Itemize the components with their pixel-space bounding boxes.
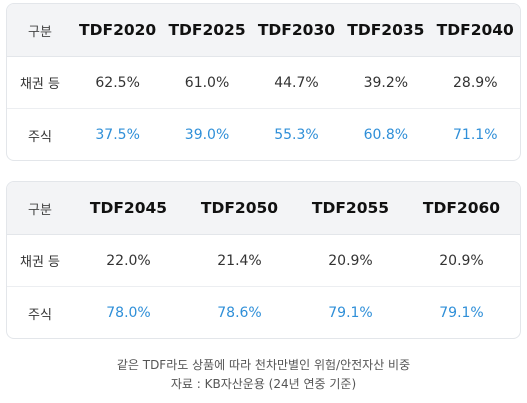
caption-line-1: 같은 TDF라도 상품에 따라 천차만별인 위험/안전자산 비중: [116, 358, 411, 372]
table-cell: 62.5%: [95, 74, 140, 91]
allocation-table-2: 구분 TDF2045 TDF2050 TDF2055 TDF2060 채권 등 …: [6, 181, 521, 339]
table-cell: 79.1%: [328, 305, 373, 321]
allocation-table-1: 구분 TDF2020 TDF2025 TDF2030 TDF2035 TDF20…: [6, 3, 521, 161]
column-header: TDF2055: [311, 199, 390, 217]
table-cell: 60.8%: [363, 127, 409, 143]
row-label: 주식: [28, 307, 52, 323]
table-cell: 55.3%: [274, 127, 319, 143]
table-cell: 22.0%: [106, 252, 151, 269]
table-cell: 20.9%: [328, 252, 373, 269]
column-header: TDF2025: [168, 21, 246, 39]
table-cell: 28.9%: [453, 74, 498, 91]
table-cell: 61.0%: [184, 74, 230, 91]
header-label: 구분: [28, 24, 52, 40]
table-row-stocks: 주식 78.0% 78.6% 79.1% 79.1%: [7, 287, 520, 338]
column-header: TDF2020: [79, 21, 157, 39]
table-row-bonds: 채권 등 22.0% 21.4% 20.9% 20.9%: [7, 235, 520, 287]
table-cell: 44.7%: [274, 74, 319, 91]
table-cell: 20.9%: [439, 252, 484, 269]
table-cell: 37.5%: [95, 127, 140, 143]
column-header: TDF2045: [89, 199, 168, 217]
column-header: TDF2030: [257, 21, 336, 39]
row-label: 주식: [28, 129, 52, 145]
table-cell: 21.4%: [217, 252, 262, 269]
table-cell: 78.6%: [217, 305, 262, 321]
table-cell: 78.0%: [106, 305, 151, 321]
row-label: 채권 등: [19, 255, 60, 270]
table-cell: 79.1%: [439, 305, 484, 321]
table-header-row: 구분 TDF2045 TDF2050 TDF2055 TDF2060: [7, 182, 520, 235]
table-cell: 39.2%: [363, 74, 409, 91]
header-label: 구분: [28, 202, 52, 218]
table-row-bonds: 채권 등 62.5% 61.0% 44.7% 39.2% 28.9%: [7, 57, 520, 109]
row-label: 채권 등: [19, 77, 60, 92]
caption-source: 자료 : KB자산운용 (24년 연중 기준): [170, 377, 357, 391]
column-header: TDF2035: [347, 21, 425, 39]
column-header: TDF2050: [200, 199, 279, 217]
table-cell: 39.0%: [184, 127, 230, 143]
table-cell: 71.1%: [453, 127, 498, 143]
table-row-stocks: 주식 37.5% 39.0% 55.3% 60.8% 71.1%: [7, 109, 520, 160]
table-header-row: 구분 TDF2020 TDF2025 TDF2030 TDF2035 TDF20…: [7, 4, 520, 57]
column-header: TDF2060: [422, 199, 501, 217]
column-header: TDF2040: [436, 21, 514, 39]
